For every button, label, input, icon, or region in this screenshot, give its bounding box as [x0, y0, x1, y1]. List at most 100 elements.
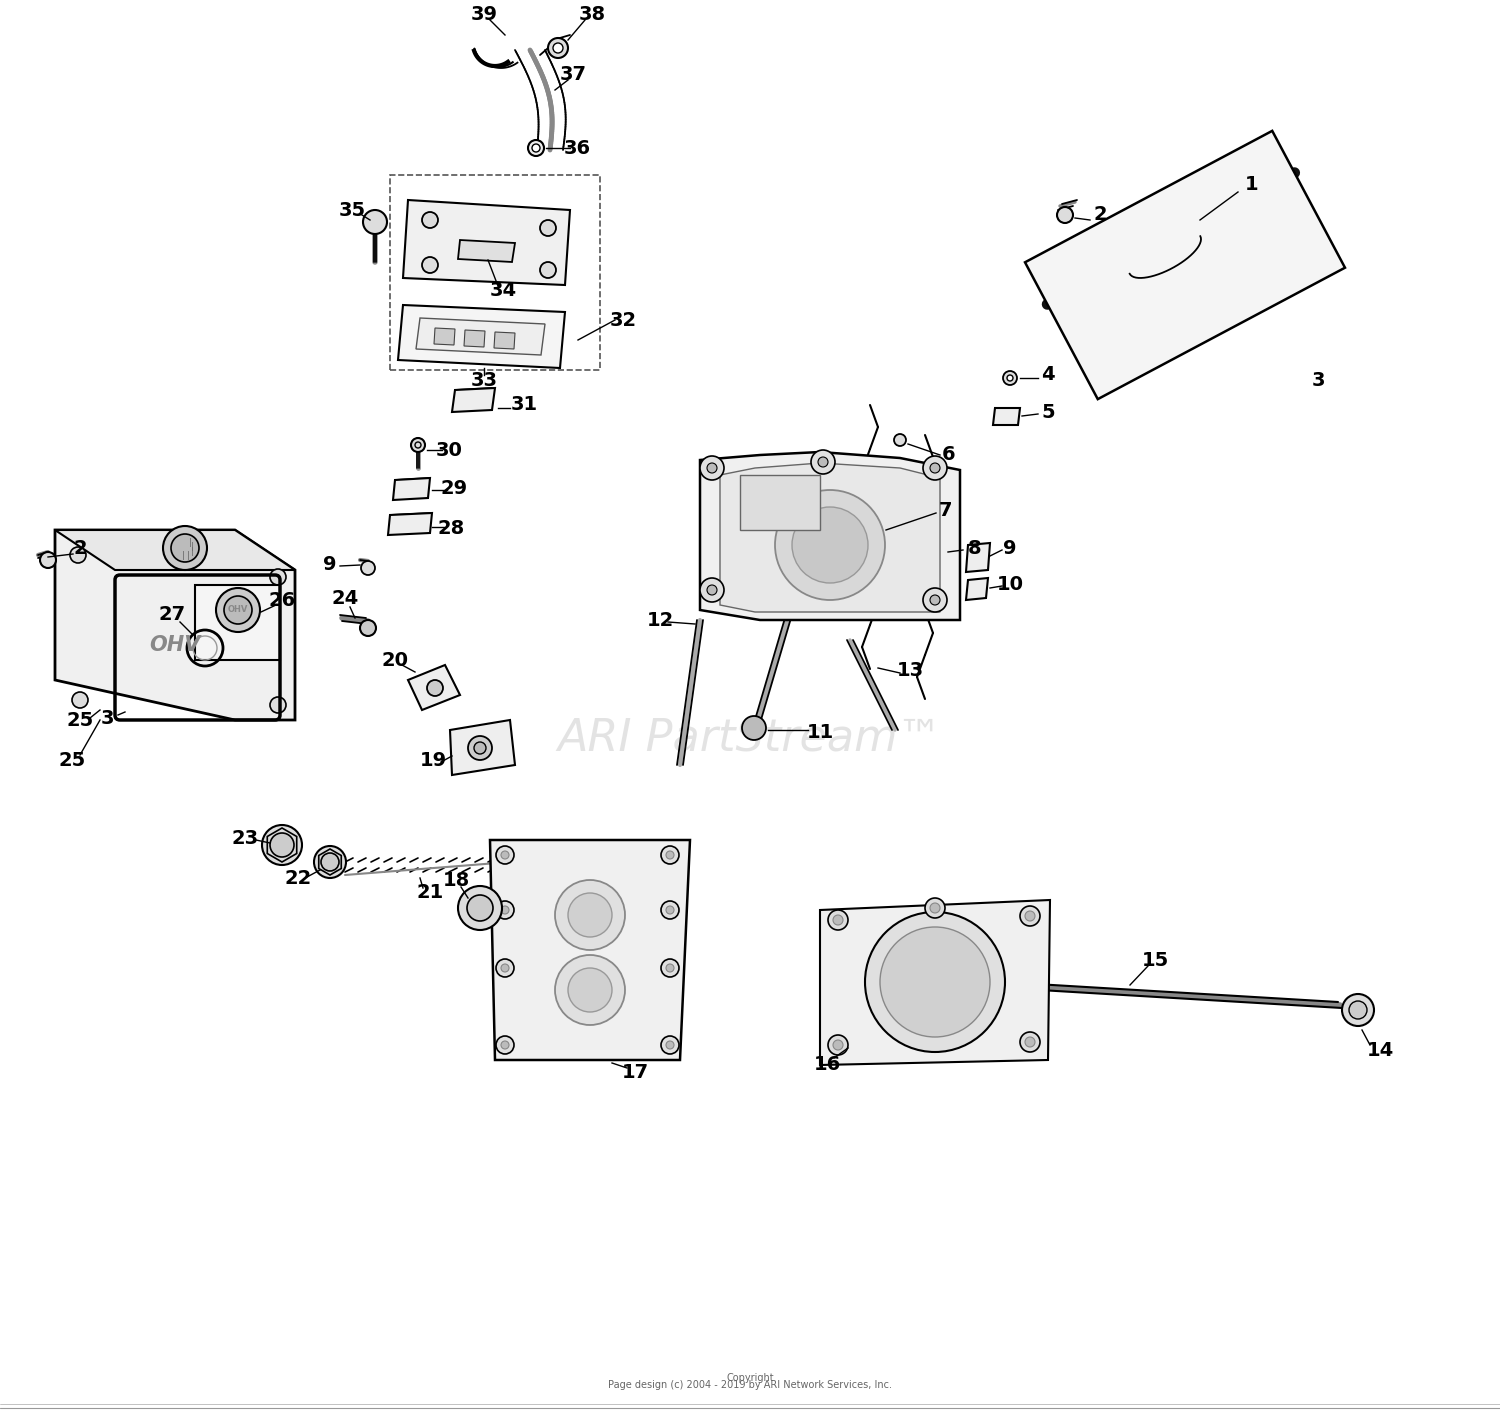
Circle shape [554, 43, 562, 53]
Polygon shape [821, 899, 1050, 1064]
Circle shape [474, 742, 486, 755]
Circle shape [224, 595, 252, 624]
Circle shape [894, 433, 906, 446]
Circle shape [828, 909, 848, 929]
Circle shape [700, 578, 724, 603]
Circle shape [262, 826, 302, 865]
Polygon shape [490, 840, 690, 1060]
Circle shape [792, 507, 868, 583]
Circle shape [422, 257, 438, 273]
Text: 30: 30 [435, 441, 462, 459]
Text: 34: 34 [489, 280, 516, 300]
Circle shape [930, 595, 940, 605]
Circle shape [216, 588, 260, 632]
Text: |: | [192, 543, 195, 551]
Circle shape [818, 458, 828, 468]
Circle shape [1020, 1032, 1040, 1052]
Bar [912, 971, 930, 992]
Text: 1: 1 [1245, 176, 1258, 195]
Text: |: | [183, 551, 184, 560]
Text: 25: 25 [66, 710, 93, 729]
Polygon shape [450, 720, 514, 774]
Circle shape [1058, 207, 1072, 223]
Circle shape [706, 463, 717, 473]
Text: 29: 29 [441, 479, 468, 497]
Circle shape [496, 1036, 514, 1054]
Polygon shape [404, 200, 570, 286]
Circle shape [930, 902, 940, 914]
Circle shape [662, 901, 680, 919]
Polygon shape [853, 540, 880, 558]
Polygon shape [720, 463, 940, 612]
Text: 28: 28 [438, 519, 465, 537]
Polygon shape [398, 306, 566, 368]
Text: 16: 16 [813, 1056, 840, 1074]
Text: 11: 11 [807, 722, 834, 742]
Text: 10: 10 [996, 574, 1023, 594]
Circle shape [662, 845, 680, 864]
Bar [195, 585, 280, 659]
Circle shape [363, 210, 387, 234]
Circle shape [362, 561, 375, 576]
Circle shape [70, 547, 86, 563]
Polygon shape [966, 578, 988, 600]
Polygon shape [700, 452, 960, 620]
Circle shape [1024, 911, 1035, 921]
Text: 21: 21 [417, 882, 444, 901]
Polygon shape [993, 408, 1020, 425]
Polygon shape [494, 333, 514, 350]
Text: 6: 6 [942, 446, 956, 465]
Text: 8: 8 [968, 539, 982, 557]
Circle shape [164, 526, 207, 570]
Circle shape [360, 620, 376, 637]
Circle shape [812, 450, 836, 475]
Circle shape [1348, 1000, 1366, 1019]
Text: 32: 32 [609, 311, 636, 330]
Polygon shape [1024, 131, 1346, 399]
Circle shape [501, 907, 509, 914]
Text: 4: 4 [1041, 365, 1054, 385]
Circle shape [40, 551, 56, 568]
Polygon shape [966, 543, 990, 573]
Text: 31: 31 [510, 395, 537, 415]
Circle shape [922, 588, 946, 612]
Text: |: | [190, 547, 194, 556]
Text: 12: 12 [646, 611, 674, 630]
Bar [740, 475, 821, 530]
Circle shape [496, 959, 514, 978]
Text: 19: 19 [420, 750, 447, 770]
Circle shape [468, 736, 492, 760]
Polygon shape [408, 665, 460, 710]
Text: 13: 13 [897, 661, 924, 679]
Text: 35: 35 [339, 200, 366, 219]
Text: 22: 22 [285, 868, 312, 888]
Polygon shape [393, 477, 430, 500]
Circle shape [555, 955, 626, 1025]
Circle shape [496, 845, 514, 864]
Text: 38: 38 [579, 6, 606, 24]
Circle shape [666, 907, 674, 914]
Text: 14: 14 [1366, 1040, 1394, 1060]
Text: 27: 27 [159, 605, 186, 624]
Text: |: | [189, 537, 192, 547]
Circle shape [422, 212, 438, 227]
Polygon shape [458, 240, 514, 261]
Text: 36: 36 [564, 138, 591, 158]
Circle shape [555, 880, 626, 951]
Circle shape [926, 898, 945, 918]
Text: 18: 18 [442, 871, 470, 890]
Polygon shape [416, 318, 544, 355]
Text: 2: 2 [1094, 206, 1107, 225]
Text: 33: 33 [471, 371, 498, 389]
Circle shape [828, 1034, 848, 1054]
Circle shape [501, 963, 509, 972]
Circle shape [662, 1036, 680, 1054]
Circle shape [411, 438, 424, 452]
Text: 39: 39 [471, 6, 498, 24]
Circle shape [930, 463, 940, 473]
Circle shape [270, 833, 294, 857]
Circle shape [501, 1042, 509, 1049]
Circle shape [568, 968, 612, 1012]
Circle shape [1024, 1037, 1035, 1047]
Circle shape [666, 963, 674, 972]
